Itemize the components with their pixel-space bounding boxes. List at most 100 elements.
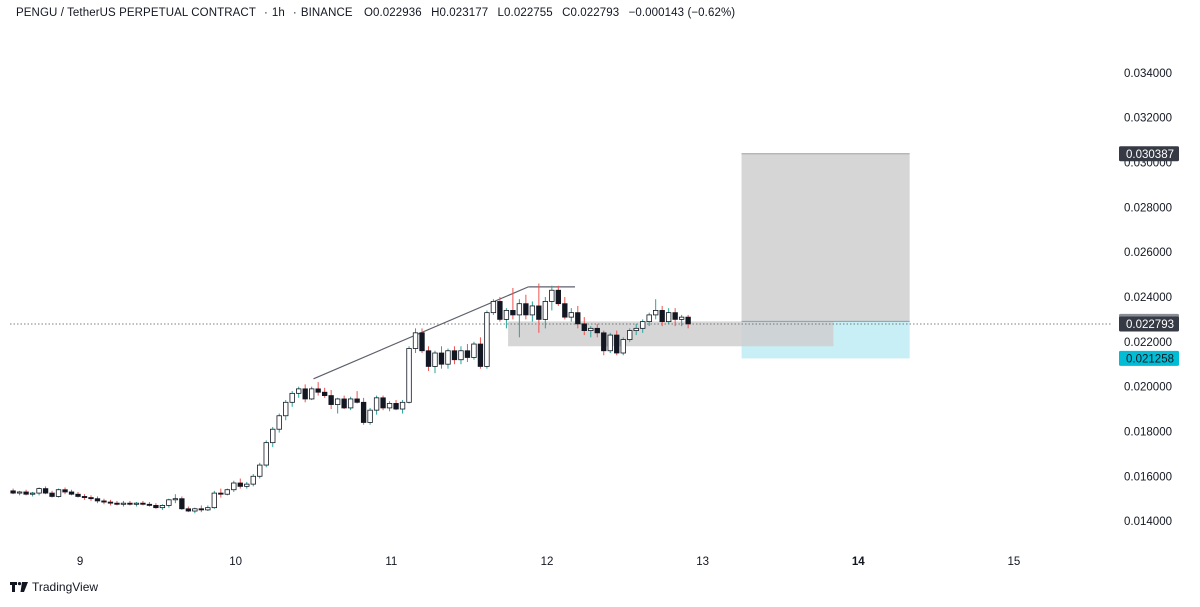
candle[interactable]: [88, 495, 94, 501]
candle[interactable]: [536, 283, 542, 333]
candle[interactable]: [620, 337, 626, 356]
candle[interactable]: [166, 498, 172, 508]
candle[interactable]: [133, 502, 140, 507]
candle[interactable]: [594, 323, 600, 338]
candle[interactable]: [107, 499, 114, 506]
candle[interactable]: [393, 400, 399, 411]
candle[interactable]: [575, 305, 581, 329]
candle[interactable]: [640, 319, 646, 333]
candle[interactable]: [399, 400, 406, 414]
candle[interactable]: [101, 498, 107, 505]
last-price-tag[interactable]: 0.022793: [1119, 316, 1179, 332]
candle[interactable]: [588, 326, 594, 338]
candle[interactable]: [542, 296, 549, 329]
candle[interactable]: [562, 296, 568, 320]
candle[interactable]: [224, 488, 230, 496]
candle[interactable]: [23, 489, 29, 496]
interval[interactable]: 1h: [271, 7, 285, 19]
candle[interactable]: [568, 308, 574, 322]
candle[interactable]: [464, 344, 471, 362]
candle[interactable]: [373, 395, 380, 415]
candle[interactable]: [347, 396, 354, 411]
candle[interactable]: [484, 310, 490, 369]
candle[interactable]: [646, 312, 652, 327]
candle[interactable]: [497, 296, 503, 322]
target-zone[interactable]: [741, 153, 910, 322]
candle[interactable]: [653, 299, 659, 320]
candle[interactable]: [445, 348, 451, 369]
candle[interactable]: [412, 328, 419, 353]
candle[interactable]: [29, 491, 36, 497]
candle[interactable]: [75, 491, 81, 498]
candle[interactable]: [42, 486, 49, 495]
support-zone[interactable]: [508, 321, 834, 347]
candle[interactable]: [159, 504, 166, 510]
candle[interactable]: [289, 391, 295, 407]
candle[interactable]: [120, 500, 127, 507]
candle[interactable]: [360, 397, 367, 425]
candle[interactable]: [296, 386, 302, 398]
candle[interactable]: [250, 474, 256, 487]
candle[interactable]: [601, 330, 607, 356]
candle[interactable]: [529, 301, 536, 322]
candle[interactable]: [49, 490, 55, 498]
candle[interactable]: [270, 426, 276, 448]
candle[interactable]: [276, 413, 282, 433]
candle[interactable]: [263, 440, 269, 468]
symbol-name[interactable]: PENGU / TetherUS PERPETUAL CONTRACT: [16, 7, 256, 19]
candle[interactable]: [185, 506, 192, 513]
candle[interactable]: [16, 490, 23, 496]
candle[interactable]: [62, 487, 68, 495]
candle[interactable]: [555, 285, 561, 306]
candle[interactable]: [354, 391, 360, 404]
candle[interactable]: [140, 500, 146, 506]
tradingview-branding[interactable]: TradingView: [10, 580, 98, 594]
candle[interactable]: [36, 487, 42, 496]
candle[interactable]: [334, 397, 341, 414]
candle[interactable]: [614, 330, 620, 356]
candle[interactable]: [523, 294, 529, 320]
candle[interactable]: [127, 500, 133, 506]
candle[interactable]: [237, 478, 243, 489]
candle[interactable]: [549, 285, 555, 311]
candle[interactable]: [231, 480, 237, 492]
candle[interactable]: [10, 488, 16, 495]
candle[interactable]: [283, 400, 289, 421]
candle[interactable]: [68, 489, 75, 496]
candle[interactable]: [665, 308, 672, 324]
candle[interactable]: [179, 496, 185, 510]
candle[interactable]: [451, 346, 458, 365]
candle[interactable]: [153, 503, 159, 509]
candle[interactable]: [192, 507, 198, 514]
candle[interactable]: [503, 308, 510, 329]
candle[interactable]: [678, 314, 685, 327]
candle[interactable]: [55, 488, 62, 498]
candle[interactable]: [386, 401, 393, 412]
candle[interactable]: [218, 488, 224, 498]
target-price-tag[interactable]: 0.030387: [1119, 146, 1179, 162]
candle[interactable]: [425, 346, 432, 371]
candle[interactable]: [321, 387, 328, 398]
candle[interactable]: [302, 384, 308, 403]
candle[interactable]: [458, 346, 464, 365]
candle[interactable]: [257, 462, 263, 479]
candle[interactable]: [211, 490, 217, 509]
candle[interactable]: [581, 317, 587, 336]
candle[interactable]: [406, 346, 412, 404]
candle[interactable]: [419, 328, 425, 353]
candle[interactable]: [490, 299, 497, 315]
candle[interactable]: [672, 308, 678, 327]
candle[interactable]: [607, 332, 613, 353]
candle[interactable]: [367, 407, 373, 425]
candle[interactable]: [471, 341, 477, 360]
candle[interactable]: [198, 505, 205, 513]
candle[interactable]: [315, 382, 321, 396]
candle[interactable]: [341, 395, 347, 410]
candle[interactable]: [309, 386, 315, 401]
candle[interactable]: [244, 481, 250, 489]
candle[interactable]: [380, 395, 386, 411]
candle[interactable]: [172, 494, 179, 504]
candle[interactable]: [510, 288, 516, 320]
